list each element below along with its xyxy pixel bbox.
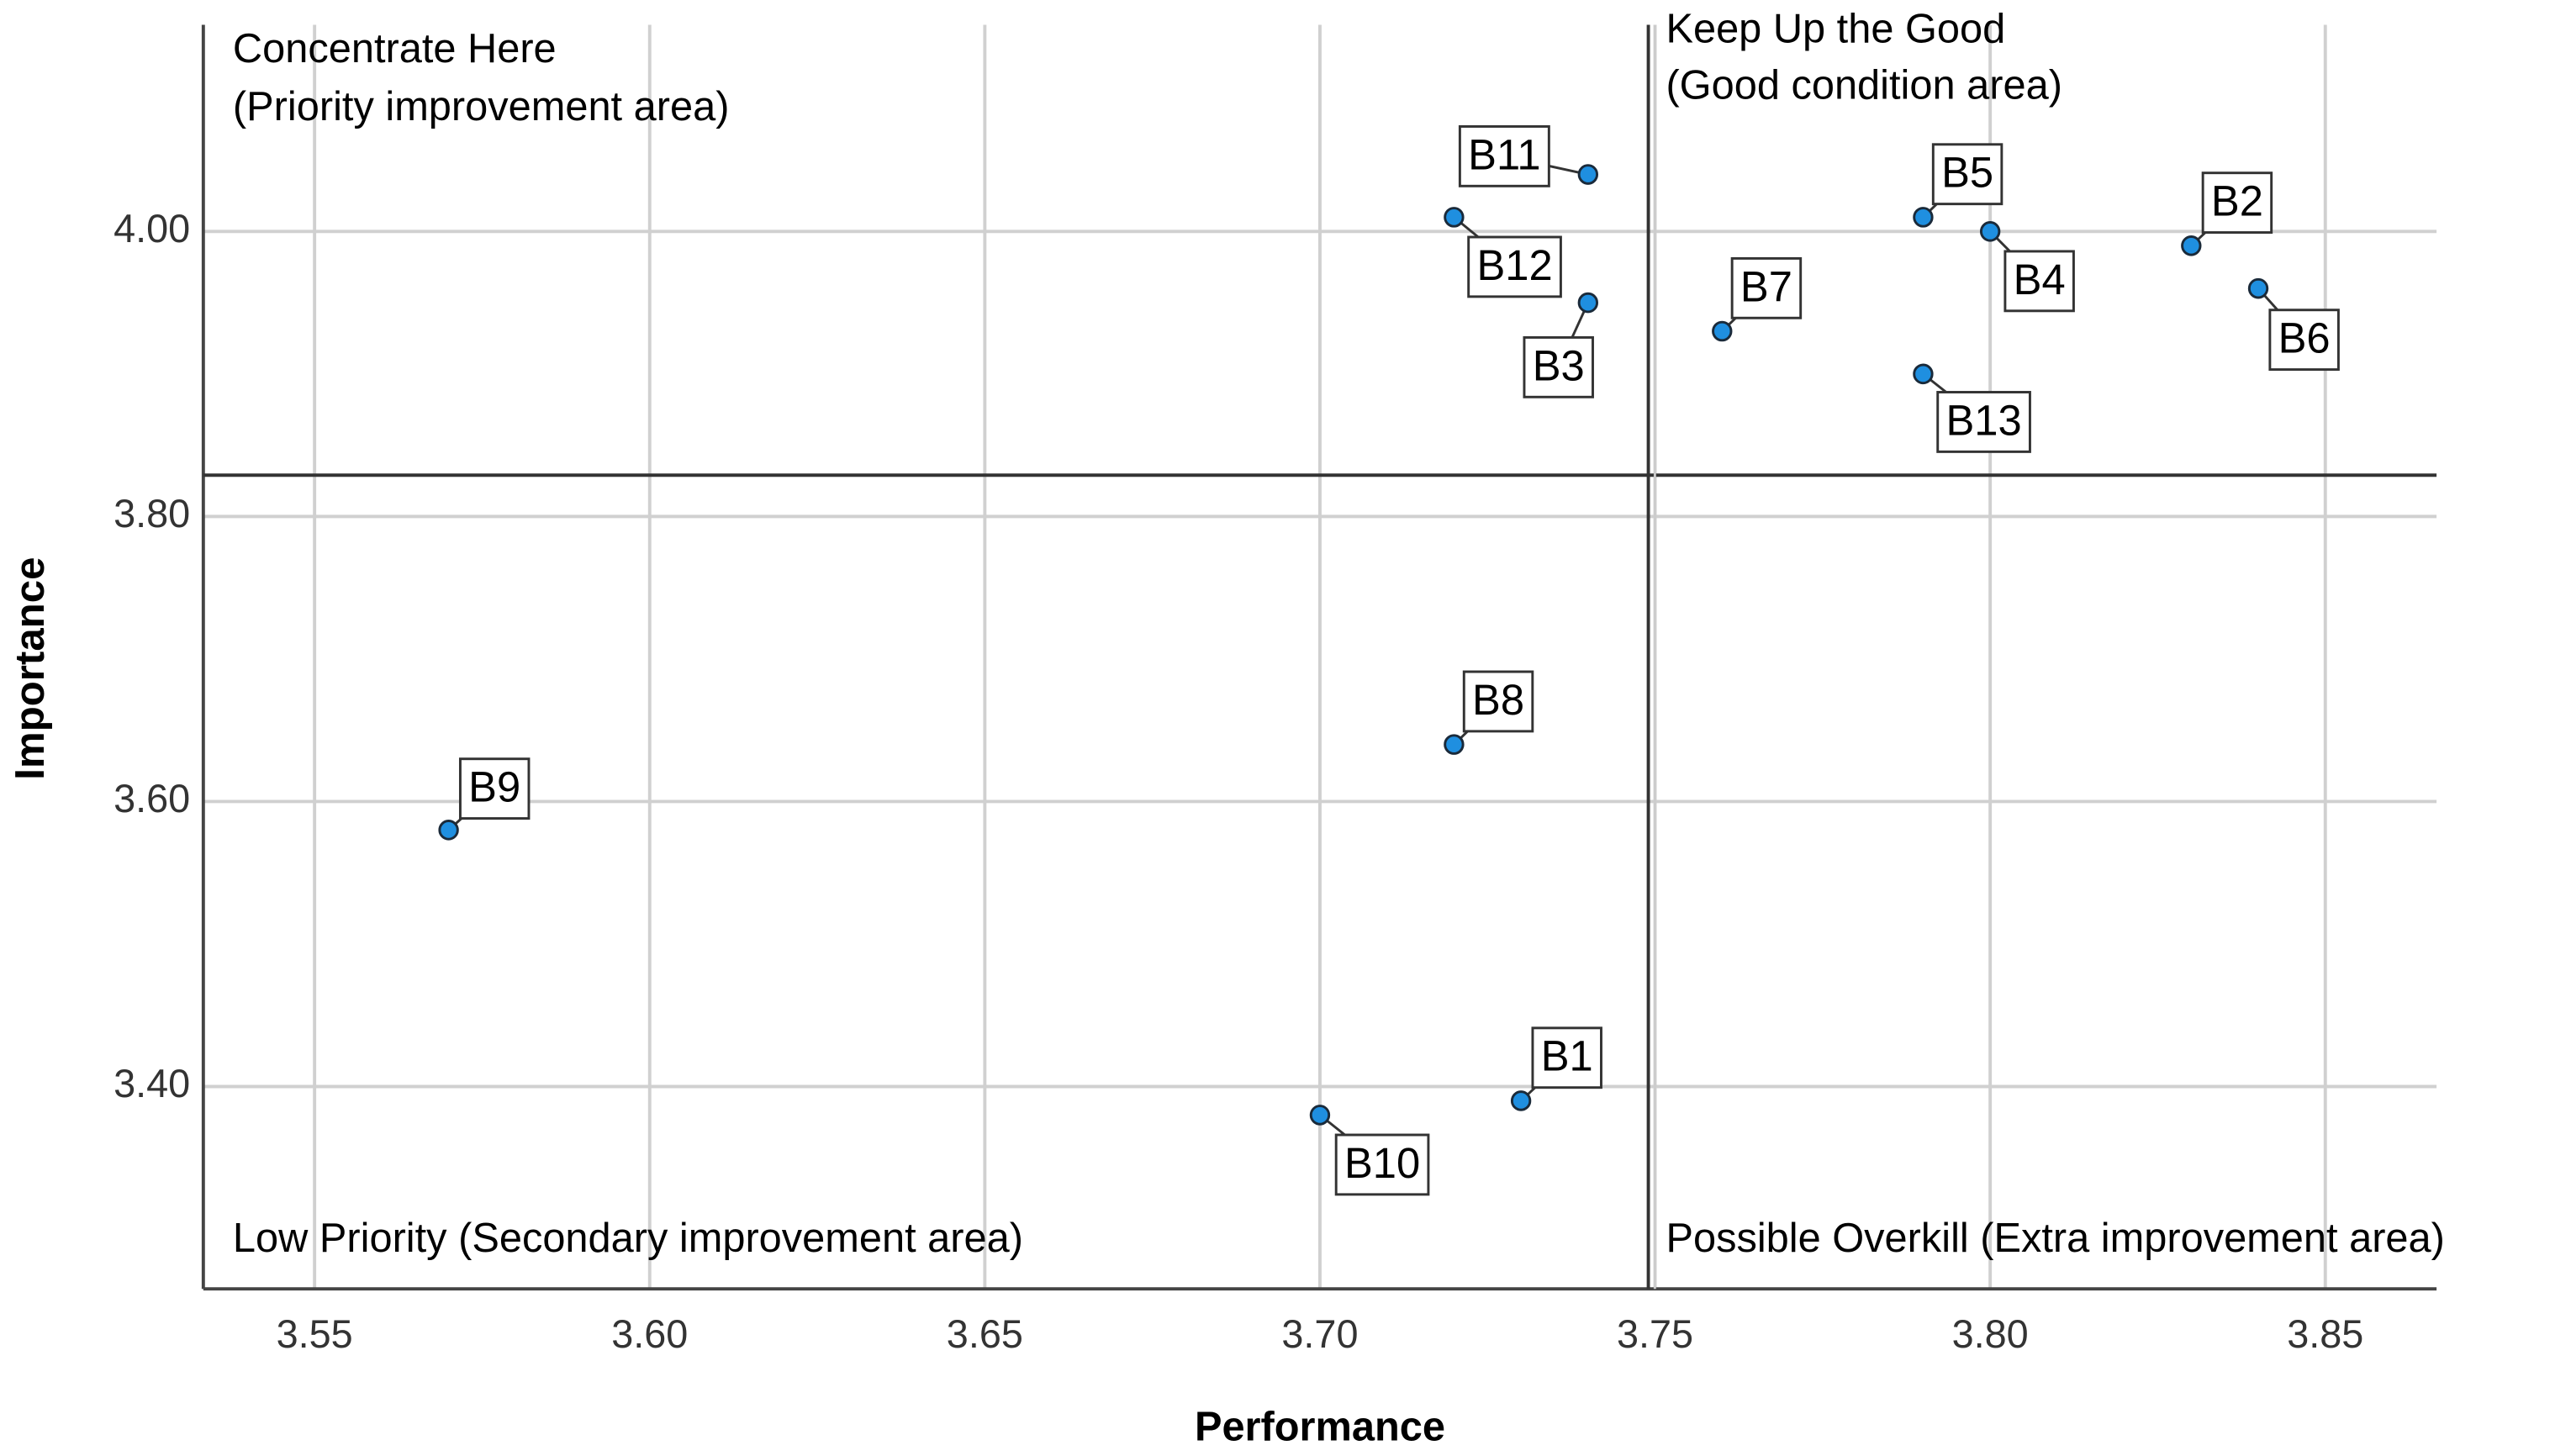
data-point [2181, 235, 2202, 256]
point-label: B9 [458, 757, 531, 820]
point-label-text: B4 [2014, 256, 2066, 303]
label-box [1467, 235, 1562, 298]
label-box [2003, 250, 2075, 313]
point-label: B3 [1523, 335, 1594, 398]
point-label-text: B12 [1476, 241, 1552, 289]
label-box [1458, 124, 1550, 187]
y-tick-label: 3.60 [114, 776, 190, 820]
data-point [1577, 292, 1599, 314]
label-box [1931, 143, 2003, 206]
point-label-text: B3 [1533, 341, 1585, 389]
label-box [1462, 670, 1534, 733]
point-label-text: B13 [1945, 396, 2021, 444]
y-tick-label: 4.00 [114, 206, 190, 251]
point-label: B8 [1462, 670, 1534, 733]
label-box [458, 757, 531, 820]
data-point [1913, 363, 1934, 385]
quadrant-annotation: Concentrate Here [233, 26, 557, 71]
x-axis-title: Performance [1195, 1404, 1445, 1449]
quadrant-annotation: Possible Overkill (Extra improvement are… [1666, 1216, 2444, 1261]
quadrant-annotation: (Priority improvement area) [233, 84, 730, 129]
x-tick-label: 3.55 [277, 1311, 353, 1356]
y-axis-title: Importance [8, 557, 53, 780]
label-box [1334, 1133, 1430, 1196]
x-tick-label: 3.70 [1281, 1311, 1358, 1356]
data-point [1309, 1105, 1331, 1126]
point-label: B10 [1334, 1133, 1430, 1196]
point-label: B1 [1531, 1026, 1602, 1089]
point-label-text: B5 [1941, 148, 1993, 196]
point-label-text: B1 [1541, 1032, 1593, 1080]
data-point [1577, 164, 1599, 185]
point-label: B5 [1931, 143, 2003, 206]
point-label-text: B8 [1472, 676, 1524, 724]
quadrant-annotation: Low Priority (Secondary improvement area… [233, 1216, 1023, 1261]
label-box [1730, 256, 1803, 319]
point-label-text: B6 [2278, 314, 2331, 361]
point-label: B11 [1458, 124, 1550, 187]
label-box [2268, 309, 2340, 372]
data-point [1444, 207, 1465, 228]
point-label: B13 [1936, 391, 2031, 453]
data-point [1979, 221, 2001, 242]
label-box [1531, 1026, 1602, 1089]
point-label: B4 [2003, 250, 2075, 313]
point-label-text: B11 [1468, 130, 1540, 178]
data-point [1510, 1090, 1532, 1111]
point-label-text: B9 [468, 762, 520, 810]
label-box [1523, 335, 1594, 398]
data-point [1913, 207, 1934, 228]
x-tick-label: 3.65 [947, 1311, 1023, 1356]
point-label-text: B10 [1344, 1139, 1420, 1187]
data-point [2247, 277, 2269, 299]
point-label-text: B7 [1740, 262, 1792, 310]
data-point [1444, 734, 1465, 755]
point-label: B2 [2201, 171, 2273, 235]
quadrant-annotation: Keep Up the Good [1666, 6, 2005, 51]
point-label-text: B2 [2211, 177, 2263, 224]
point-label: B7 [1730, 256, 1803, 319]
x-tick-label: 3.75 [1617, 1311, 1693, 1356]
label-box [1936, 391, 2031, 453]
data-point [1712, 320, 1733, 342]
x-tick-label: 3.60 [611, 1311, 688, 1356]
point-label: B6 [2268, 309, 2340, 372]
y-tick-label: 3.40 [114, 1061, 190, 1105]
x-tick-label: 3.80 [1952, 1311, 2029, 1356]
label-box [2201, 171, 2273, 235]
x-tick-label: 3.85 [2287, 1311, 2363, 1356]
data-point [438, 820, 459, 841]
y-tick-label: 3.80 [114, 491, 190, 535]
quadrant-annotation: (Good condition area) [1666, 62, 2062, 108]
point-label: B12 [1467, 235, 1562, 298]
